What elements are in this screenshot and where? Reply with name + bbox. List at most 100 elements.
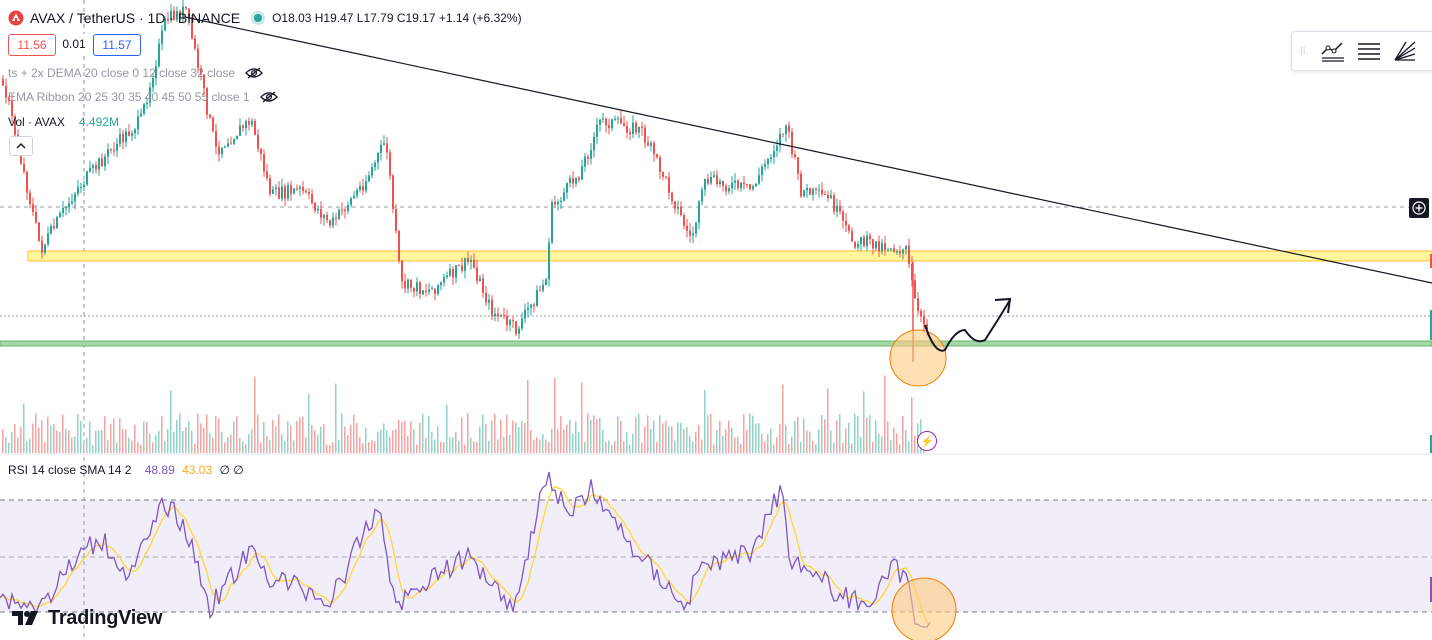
candle-body: [494, 313, 496, 316]
volume-bar: [431, 431, 433, 453]
rsi-chart[interactable]: [0, 457, 1432, 640]
candle-body: [167, 18, 169, 21]
candle-body: [890, 248, 892, 250]
candle-body: [833, 195, 835, 212]
volume-bar: [77, 414, 79, 453]
volume-bar: [239, 437, 241, 453]
eye-off-icon[interactable]: [245, 67, 264, 79]
volume-bar: [347, 435, 349, 453]
candle-body: [44, 244, 46, 253]
candle-body: [863, 237, 865, 247]
volume-bar: [386, 430, 388, 453]
candle-body: [854, 241, 856, 248]
volume-bar: [719, 420, 721, 453]
volume-bar: [482, 414, 484, 453]
candle-body: [704, 178, 706, 190]
volume-bar: [200, 423, 202, 453]
volume-bar: [212, 437, 214, 453]
candle-body: [500, 314, 502, 316]
volume-bar: [269, 439, 271, 453]
tradingview-logo[interactable]: TradingView: [12, 606, 162, 630]
candle-body: [899, 251, 901, 254]
volume-bar: [404, 420, 406, 453]
candle-body: [383, 143, 385, 145]
price-chart[interactable]: [0, 0, 1432, 455]
candle-body: [329, 220, 331, 226]
candle-body: [20, 148, 22, 164]
volume-bar: [578, 432, 580, 453]
volume-bar: [638, 413, 640, 453]
volume-bar: [875, 420, 877, 453]
main-chart-pane[interactable]: [0, 0, 1432, 455]
candle-body: [143, 104, 145, 114]
volume-bar: [833, 442, 835, 453]
candle-body: [644, 127, 646, 143]
volume-bar: [173, 431, 175, 453]
volume-bar: [809, 431, 811, 453]
candle-body: [884, 243, 886, 250]
volume-bar: [479, 426, 481, 453]
eye-off-icon[interactable]: [259, 91, 278, 103]
horizontal-lines-tool-button[interactable]: [1354, 36, 1384, 66]
volume-bar: [41, 420, 43, 453]
candle-body: [338, 209, 340, 219]
volume-bar: [884, 375, 886, 453]
indicator-ema-ribbon[interactable]: EMA Ribbon 20 25 30 35 40 45 50 55 close…: [8, 90, 278, 104]
volume-bar: [848, 422, 850, 453]
drag-handle-icon[interactable]: ⁞⁞: [1300, 45, 1306, 57]
rsi-pane[interactable]: [0, 457, 1432, 640]
volume-bar: [686, 426, 688, 453]
indicator-dema[interactable]: ts + 2x DEMA 20 close 0 12 close 32 clos…: [8, 66, 264, 80]
candle-body: [245, 121, 247, 128]
candle-body: [455, 265, 457, 278]
volume-bar: [608, 440, 610, 453]
buy-price-button[interactable]: 11.57: [93, 34, 141, 56]
volume-bar: [134, 425, 136, 453]
trend-line-tool-button[interactable]: [1318, 36, 1348, 66]
candle-body: [917, 298, 919, 312]
volume-bar: [803, 418, 805, 453]
volume-bar: [836, 420, 838, 453]
volume-bar: [491, 420, 493, 453]
candle-body: [710, 176, 712, 184]
volume-bar: [179, 413, 181, 453]
volume-bar: [572, 433, 574, 453]
candle-body: [62, 207, 64, 214]
volume-bar: [158, 430, 160, 453]
candle-body: [611, 119, 613, 129]
candle-body: [512, 320, 514, 322]
rsi-legend[interactable]: RSI 14 close SMA 14 2 48.89 43.03 ∅ ∅: [8, 463, 244, 477]
volume-bar: [356, 423, 358, 453]
volume-bar: [143, 421, 145, 453]
volume-bar: [362, 443, 364, 453]
support-zone: [0, 340, 1432, 347]
lightning-icon[interactable]: ⚡: [917, 431, 937, 451]
volume-bar: [167, 429, 169, 453]
drawing-toolbar[interactable]: ⁞⁞: [1291, 31, 1432, 71]
spread-value: 0.01: [58, 34, 90, 54]
symbol-title[interactable]: AVAX / TetherUS · 1D · BINANCE: [30, 10, 241, 26]
volume-bar: [446, 404, 448, 453]
candle-body: [926, 324, 928, 331]
volume-bar: [140, 444, 142, 453]
candle-body: [773, 151, 775, 158]
candle-body: [599, 119, 601, 125]
candle-body: [362, 186, 364, 191]
volume-indicator[interactable]: Vol · AVAX 4.492M: [8, 115, 119, 129]
collapse-legend-button[interactable]: [9, 136, 33, 156]
candle-body: [404, 281, 406, 289]
volume-bar: [698, 425, 700, 453]
volume-bar: [248, 433, 250, 453]
sell-price-button[interactable]: 11.56: [8, 34, 56, 56]
volume-bar: [110, 423, 112, 453]
rsi-highlight-circle: [891, 577, 957, 640]
candle-body: [257, 134, 259, 149]
candle-body: [158, 43, 160, 67]
volume-bar: [323, 423, 325, 453]
add-price-alert-button[interactable]: [1409, 198, 1429, 218]
candle-body: [293, 188, 295, 194]
volume-bar: [677, 422, 679, 453]
fib-fan-tool-button[interactable]: [1390, 36, 1420, 66]
volume-bar: [569, 419, 571, 453]
candle-body: [740, 182, 742, 189]
